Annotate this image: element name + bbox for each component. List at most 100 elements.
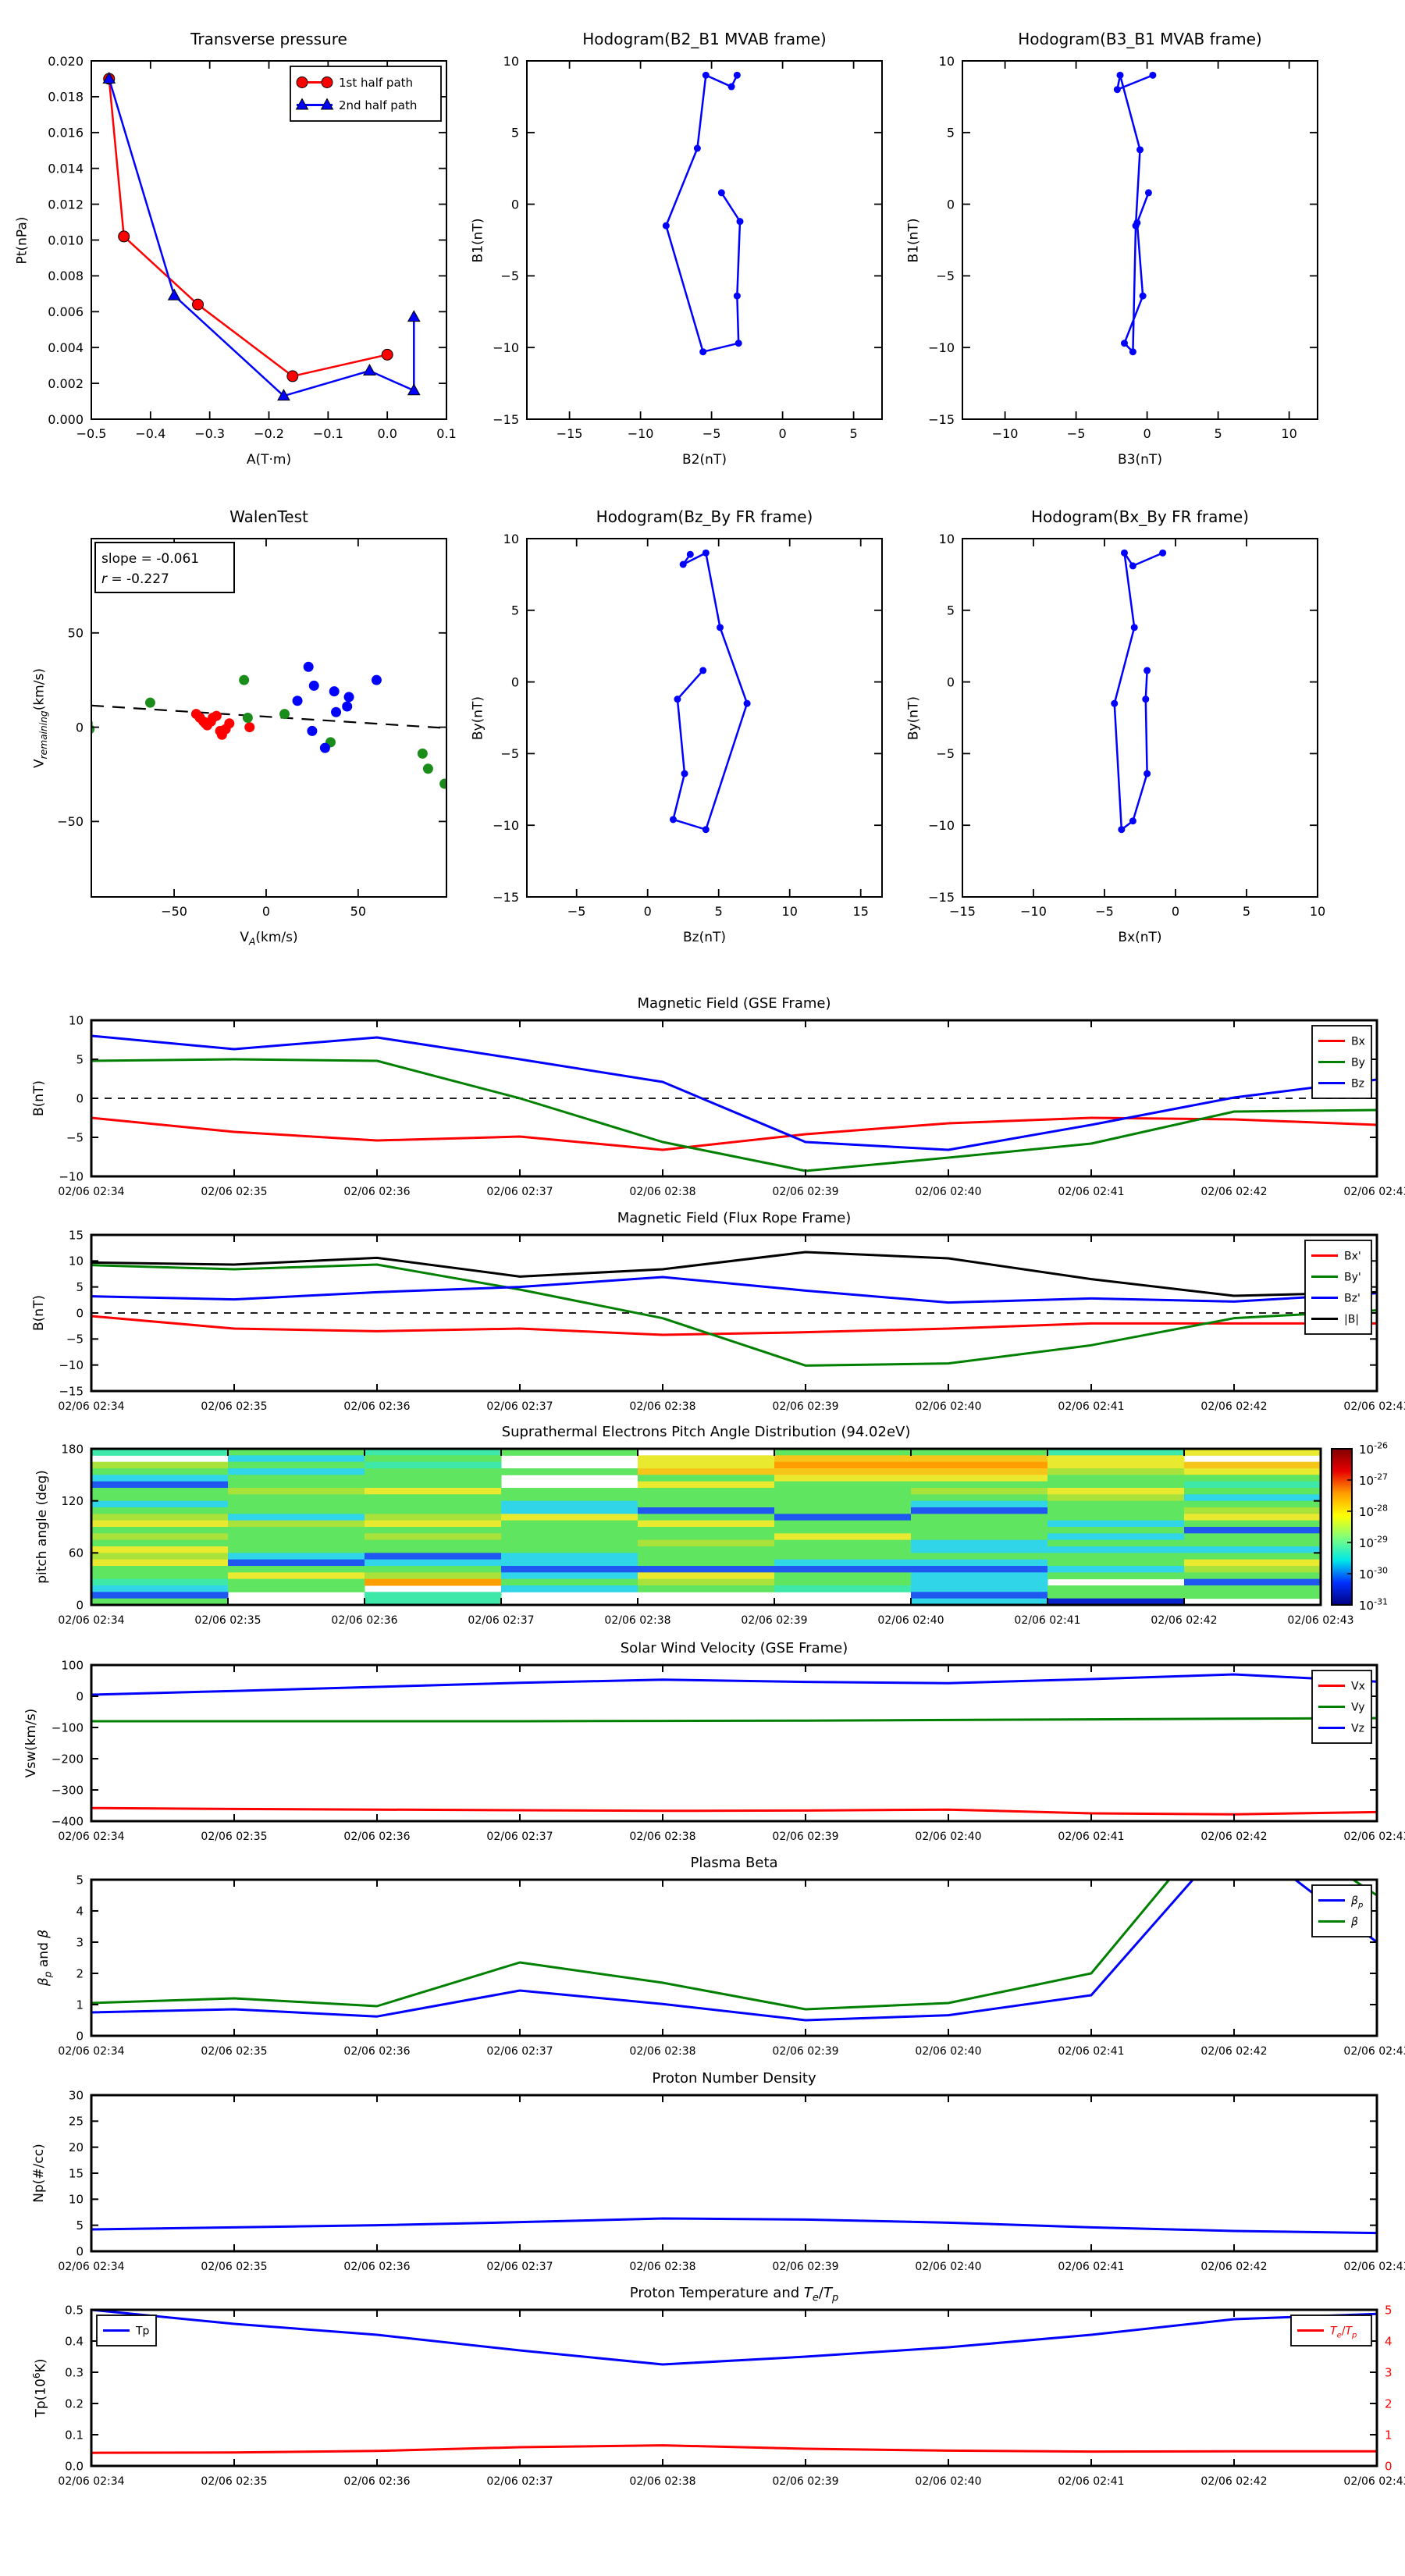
svg-text:02/06 02:38: 02/06 02:38 [629,2261,695,2273]
panel-hodo_b2b1-plot: −15 −10 −5 0 5 −15 −10 −5 0 5 10 [493,54,883,441]
svg-text:0.016: 0.016 [48,126,84,141]
svg-text:0.006: 0.006 [48,304,84,319]
svg-text:−0.2: −0.2 [254,426,284,441]
svg-text:02/06 02:34: 02/06 02:34 [58,1186,124,1198]
svg-text:1st half path: 1st half path [339,76,413,90]
svg-text:02/06 02:39: 02/06 02:39 [772,2475,838,2488]
svg-text:0: 0 [1172,904,1179,919]
svg-text:−15: −15 [59,1384,84,1398]
svg-text:0: 0 [76,1091,84,1105]
svg-text:10: 10 [503,54,519,69]
svg-text:−300: −300 [52,1783,84,1797]
svg-text:02/06 02:38: 02/06 02:38 [629,2475,695,2488]
svg-text:−15: −15 [928,412,955,427]
svg-text:5: 5 [850,426,858,441]
svg-text:02/06 02:39: 02/06 02:39 [772,1831,838,1843]
svg-text:5: 5 [947,126,955,141]
svg-text:20: 20 [69,2140,84,2154]
panel-pad-plot: 02/06 02:34 02/06 02:35 02/06 02:36 02/06 0… [58,1440,1388,1627]
svg-text:Bz': Bz' [1344,1293,1361,1305]
svg-text:Vx: Vx [1351,1681,1365,1693]
panel-transverse-plot: −0.5 −0.4 −0.3 −0.2 −0.1 0.0 0.1 0.000 0.002 0.00… [48,54,457,441]
panel-walen-plot: −50 0 50 −50 0 50 slope = -0.061 r = -0.227 [57,538,447,919]
svg-text:0.000: 0.000 [48,412,84,427]
svg-text:r = -0.227: r = -0.227 [101,571,169,587]
svg-text:02/06 02:41: 02/06 02:41 [1058,2261,1124,2273]
svg-text:By': By' [1344,1272,1361,1284]
svg-text:10-27: 10-27 [1359,1471,1388,1488]
svg-text:0: 0 [76,720,84,735]
svg-text:02/06 02:37: 02/06 02:37 [486,1400,553,1413]
svg-text:02/06 02:43: 02/06 02:43 [1287,1614,1353,1627]
svg-text:−15: −15 [949,904,976,919]
svg-text:60: 60 [69,1546,84,1560]
svg-text:50: 50 [68,626,84,641]
svg-text:02/06 02:41: 02/06 02:41 [1058,2475,1124,2488]
svg-text:02/06 02:37: 02/06 02:37 [486,1831,553,1843]
svg-text:0: 0 [76,1689,84,1703]
svg-text:02/06 02:43: 02/06 02:43 [1343,2261,1405,2273]
svg-text:120: 120 [61,1494,84,1508]
svg-text:Vy: Vy [1351,1702,1365,1714]
svg-text:02/06 02:36: 02/06 02:36 [331,1614,397,1627]
svg-text:Bx': Bx' [1344,1251,1361,1263]
svg-text:−5: −5 [1095,904,1114,919]
svg-text:0: 0 [779,426,787,441]
svg-text:0.0: 0.0 [377,426,397,441]
svg-text:02/06 02:35: 02/06 02:35 [201,1186,267,1198]
svg-text:−5: −5 [500,269,519,283]
svg-text:−10: −10 [59,1358,84,1372]
panel-beta-plot: 02/06 02:34 02/06 02:35 02/06 02:36 02/06 0… [58,1873,1405,2058]
svg-text:02/06 02:40: 02/06 02:40 [915,1186,981,1198]
svg-text:−0.3: −0.3 [194,426,225,441]
svg-text:02/06 02:34: 02/06 02:34 [58,1831,124,1843]
svg-text:−10: −10 [493,340,519,355]
svg-text:−15: −15 [493,412,519,427]
panel-title-proton-number-density: Proton Number Density [652,2070,816,2087]
svg-text:βp: βp [1350,1895,1363,1910]
svg-text:02/06 02:43: 02/06 02:43 [1343,2045,1405,2058]
svg-text:10: 10 [1310,904,1325,919]
svg-text:10: 10 [939,532,955,546]
svg-text:1: 1 [76,1998,84,2012]
svg-text:5: 5 [1243,904,1250,919]
svg-text:15: 15 [69,1228,84,1242]
svg-text:0.014: 0.014 [48,161,84,176]
svg-text:10: 10 [69,1013,84,1027]
svg-text:0.0: 0.0 [65,2459,84,2473]
svg-text:3: 3 [76,1935,84,1949]
panel-title-hodogram-bxby: Hodogram(Bx_By FR frame) [1030,507,1249,526]
svg-text:0.008: 0.008 [48,269,84,283]
svg-text:0.1: 0.1 [436,426,456,441]
panel-np-plot: 02/06 02:34 02/06 02:35 02/06 02:36 02/06 0… [58,2088,1405,2273]
svg-text:−10: −10 [928,818,955,833]
svg-text:5: 5 [1215,426,1222,441]
svg-text:02/06 02:40: 02/06 02:40 [915,2261,981,2273]
panel-title-magnetic-field-gse: Magnetic Field (GSE Frame) [637,995,831,1012]
svg-text:0.3: 0.3 [65,2365,84,2379]
panel-title-transverse-pressure: Transverse pressure [190,30,347,48]
panel-mf_frf-plot: 02/06 02:34 02/06 02:35 02/06 02:36 02/06 0… [58,1228,1405,1413]
svg-text:−10: −10 [928,340,955,355]
svg-text:02/06 02:42: 02/06 02:42 [1151,1614,1217,1627]
svg-text:02/06 02:39: 02/06 02:39 [772,2261,838,2273]
svg-text:5: 5 [511,126,519,141]
svg-text:02/06 02:41: 02/06 02:41 [1014,1614,1080,1627]
svg-text:02/06 02:34: 02/06 02:34 [58,2045,124,2058]
svg-text:0: 0 [262,904,270,919]
svg-text:−15: −15 [928,890,955,905]
svg-text:By: By [1351,1057,1365,1069]
svg-text:02/06 02:42: 02/06 02:42 [1200,1400,1267,1413]
panel-hodo_bxby-plot: −15 −10 −5 0 5 10 −15 −10 −5 0 5 10 [928,532,1325,919]
svg-text:02/06 02:35: 02/06 02:35 [201,2045,267,2058]
panel-title-hodogram-b2b1: Hodogram(B2_B1 MVAB frame) [582,30,827,48]
svg-text:5: 5 [947,603,955,618]
svg-text:0: 0 [511,197,519,212]
svg-text:02/06 02:36: 02/06 02:36 [343,1831,410,1843]
svg-text:Te/Tp: Te/Tp [1330,2325,1357,2340]
svg-text:10: 10 [503,532,519,546]
svg-text:10-31: 10-31 [1359,1596,1388,1613]
svg-text:−15: −15 [493,890,519,905]
svg-text:4: 4 [76,1904,84,1918]
